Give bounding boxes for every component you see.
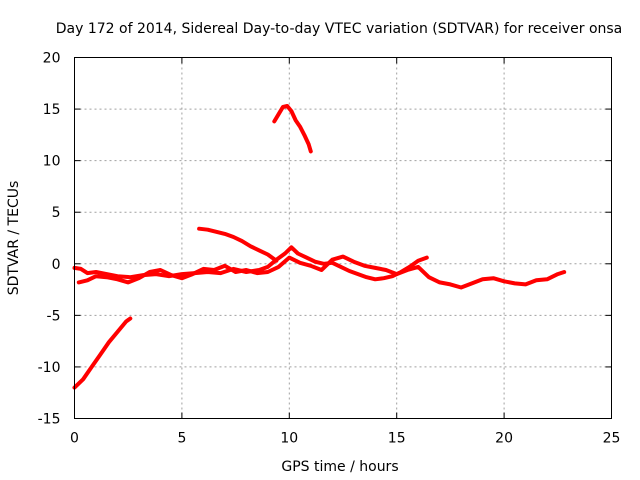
series-line-arc-3 — [76, 254, 567, 290]
x-axis-label: GPS time / hours — [281, 459, 398, 475]
y-tick-label: 0 — [52, 257, 61, 273]
y-tick-label: -10 — [38, 360, 61, 376]
chart-title: Day 172 of 2014, Sidereal Day-to-day VTE… — [56, 21, 623, 37]
y-tick-label: 15 — [43, 102, 61, 118]
y-tick-label: 10 — [43, 154, 61, 170]
series-line-arc-1 — [72, 316, 133, 390]
x-tick-label: 10 — [280, 431, 298, 447]
x-tick-label: 0 — [70, 431, 79, 447]
y-tick-label: -5 — [47, 308, 61, 324]
y-axis-label: SDTVAR / TECUs — [6, 181, 22, 296]
y-tick-label: 20 — [43, 51, 61, 67]
grid-layer — [74, 57, 612, 419]
y-tick-label: 5 — [52, 205, 61, 221]
tick-layer: 0 5 10 15 20 25 -15 -10 -5 0 5 10 15 20 — [38, 51, 621, 447]
x-tick-label: 5 — [177, 431, 186, 447]
series-line-arc-5 — [272, 104, 313, 154]
plot-frame — [74, 57, 612, 419]
series-line-arc-4 — [197, 226, 279, 263]
x-tick-label: 25 — [603, 431, 621, 447]
y-tick-label: -15 — [38, 412, 61, 428]
series-layer — [72, 104, 567, 390]
x-tick-label: 20 — [495, 431, 513, 447]
x-tick-label: 15 — [388, 431, 406, 447]
